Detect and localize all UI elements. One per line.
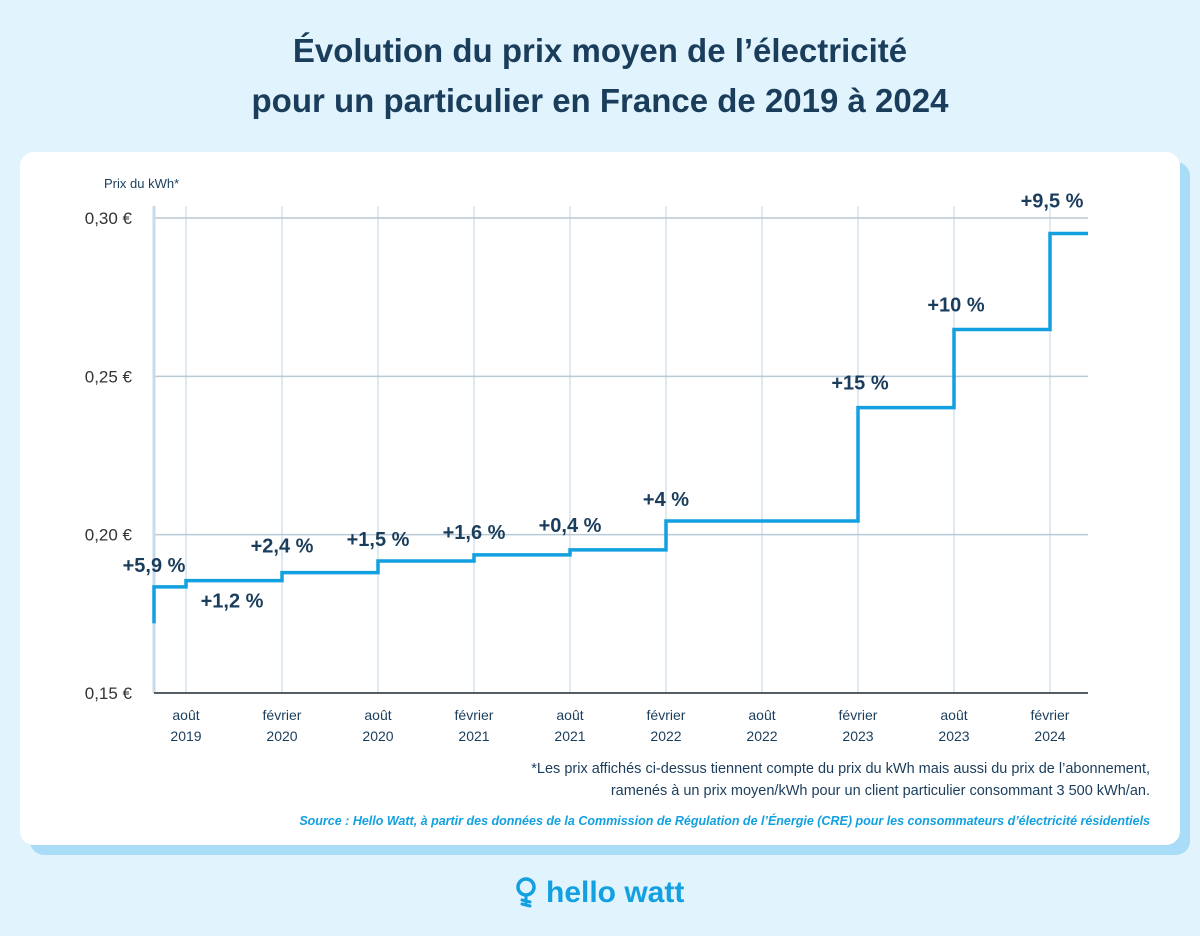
change-label: +15 % [831,373,888,395]
title-line-2: pour un particulier en France de 2019 à … [251,82,949,119]
x-tick-label: août [556,707,583,723]
x-tick-label: août [748,707,775,723]
x-tick-label: février [839,707,878,723]
x-tick-label: février [647,707,686,723]
change-label: +9,5 % [1021,191,1084,213]
x-tick-label: août [172,707,199,723]
y-tick-label: 0,15 € [85,684,133,703]
change-label: +4 % [643,489,689,511]
x-tick-label: 2020 [362,728,393,744]
y-tick-label: 0,30 € [85,209,133,228]
x-tick-label: 2021 [458,728,489,744]
x-tick-label: février [263,707,302,723]
change-label: +1,6 % [443,522,506,544]
footnote-line-2: ramenés à un prix moyen/kWh pour un clie… [610,783,1150,799]
footnote-line-1: *Les prix affichés ci-dessus tiennent co… [531,761,1150,777]
y-axis-label: Prix du kWh* [104,176,179,191]
x-tick-label: 2024 [1034,728,1065,744]
x-tick-label: 2023 [938,728,969,744]
x-tick-label: 2021 [554,728,585,744]
hello-watt-logo: hello watt [514,876,684,910]
x-tick-label: 2019 [170,728,201,744]
logo-text: hello watt [546,876,685,909]
chart-card [20,152,1180,845]
y-tick-label: 0,20 € [85,526,133,545]
change-label: +0,4 % [539,515,602,537]
change-label: +1,5 % [347,529,410,551]
change-label: +5,9 % [123,555,186,577]
change-label: +2,4 % [251,536,314,558]
x-tick-label: février [455,707,494,723]
x-tick-label: 2022 [746,728,777,744]
source-note: Source : Hello Watt, à partir des donnée… [299,814,1150,828]
change-label: +1,2 % [201,591,264,613]
x-tick-label: 2022 [650,728,681,744]
y-tick-label: 0,25 € [85,367,133,386]
price-step-line [152,231,1088,624]
x-tick-label: août [940,707,967,723]
x-tick-label: août [364,707,391,723]
chart-title: Évolution du prix moyen de l’électricité… [0,26,1200,126]
x-tick-label: février [1031,707,1070,723]
lightbulb-icon [516,877,536,908]
x-tick-label: 2020 [266,728,297,744]
x-tick-label: 2023 [842,728,873,744]
title-line-1: Évolution du prix moyen de l’électricité [292,32,908,69]
change-label: +10 % [927,294,984,316]
